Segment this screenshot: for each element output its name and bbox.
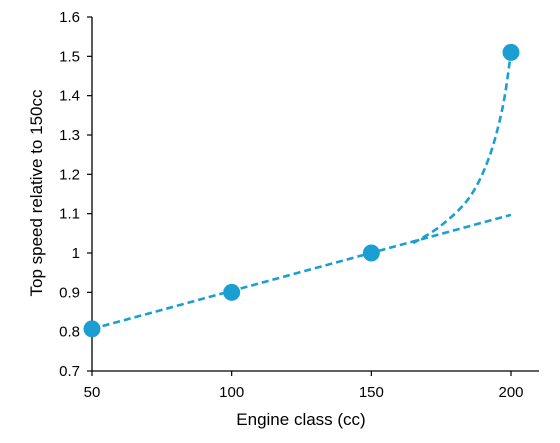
x-axis-title: Engine class (cc) xyxy=(236,410,365,429)
y-tick-label: 1 xyxy=(72,245,80,262)
trend-lines xyxy=(91,52,513,331)
data-point xyxy=(362,244,380,262)
data-points xyxy=(83,43,520,338)
y-tick-label: 1.4 xyxy=(59,88,80,105)
y-tick-label: 1.3 xyxy=(59,127,80,144)
y-tick-label: 1.5 xyxy=(59,48,80,65)
y-tick-label: 1.1 xyxy=(59,206,80,223)
data-point xyxy=(223,283,241,301)
x-tick-label: 50 xyxy=(84,384,101,401)
y-axis-title: Top speed relative to 150cc xyxy=(27,89,46,296)
x-tick-label: 150 xyxy=(359,384,384,401)
y-tick-label: 0.9 xyxy=(59,284,80,301)
x-tick-label: 200 xyxy=(498,384,523,401)
axes xyxy=(87,16,539,376)
y-tick-label: 0.8 xyxy=(59,324,80,341)
data-point xyxy=(502,43,520,61)
tick-labels: 0.7 0.8 0.9 1 1.1 1.2 1.3 1.4 1.5 1.6 50 100 150 200 xyxy=(59,9,523,401)
x-tick-label: 100 xyxy=(219,384,244,401)
data-point xyxy=(83,320,101,338)
y-tick-label: 1.6 xyxy=(59,9,80,26)
curved-trend-line xyxy=(412,52,513,245)
linear-trend-line xyxy=(91,213,512,331)
y-tick-label: 1.2 xyxy=(59,166,80,183)
y-tick-label: 0.7 xyxy=(59,363,80,380)
